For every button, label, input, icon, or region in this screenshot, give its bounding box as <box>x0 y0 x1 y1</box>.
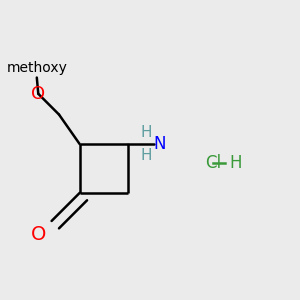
Text: H: H <box>229 154 242 172</box>
Text: H: H <box>140 148 152 163</box>
Text: H: H <box>140 125 152 140</box>
Text: O: O <box>31 85 45 103</box>
Text: methoxy: methoxy <box>6 61 67 75</box>
Text: N: N <box>154 135 166 153</box>
Text: O: O <box>31 225 46 244</box>
Text: Cl: Cl <box>206 154 221 172</box>
